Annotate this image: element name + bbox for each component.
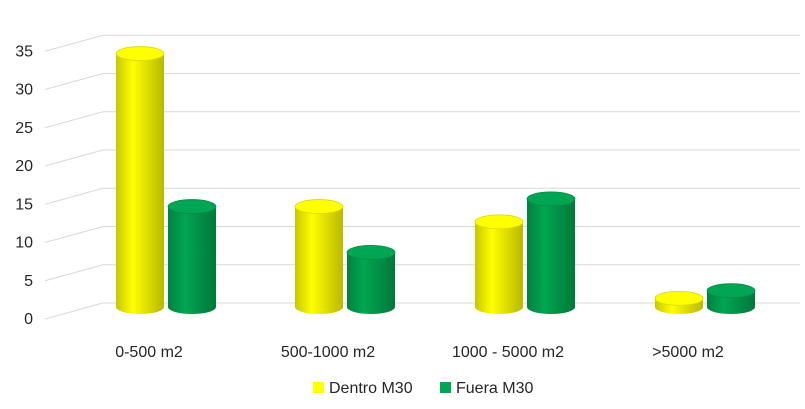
legend-label: Dentro M30	[329, 380, 413, 397]
bar-body	[295, 206, 343, 314]
bar-body	[347, 252, 395, 314]
bar-top	[526, 191, 576, 207]
gridline-depth	[44, 226, 104, 243]
y-tick-label: 15	[15, 196, 33, 213]
bar-top	[346, 245, 396, 260]
y-tick-label: 5	[24, 273, 33, 290]
bar-top	[706, 283, 756, 299]
bar-top	[115, 46, 165, 61]
bar-top	[474, 214, 524, 230]
y-tick-label: 20	[15, 158, 33, 175]
legend-swatch	[313, 382, 324, 393]
legend-swatch	[440, 382, 451, 393]
gridline-depth	[44, 111, 104, 129]
gridline-depth	[44, 73, 104, 90]
bar-body	[475, 221, 523, 314]
y-tick-label: 0	[24, 311, 33, 328]
bars	[115, 46, 756, 315]
x-category-label: 0-500 m2	[115, 344, 183, 361]
gridline-depth	[44, 302, 104, 320]
bar	[474, 214, 524, 314]
bar	[706, 283, 756, 314]
bar	[294, 199, 344, 314]
legend-label: Fuera M30	[456, 380, 533, 397]
bar-top	[654, 290, 704, 306]
x-axis-labels: 0-500 m2 500-1000 m2 1000 - 5000 m2 >5000 m…	[115, 344, 724, 361]
bar	[654, 290, 704, 314]
bar-top	[167, 199, 217, 214]
bar	[346, 245, 396, 314]
bar-top	[294, 199, 344, 214]
y-axis-ticks: 0 5 10 15 20 25 30 35	[15, 43, 33, 328]
gridline-depth	[44, 187, 104, 205]
gridline-depth	[44, 149, 104, 167]
x-category-label: >5000 m2	[652, 344, 724, 361]
bar	[115, 46, 165, 315]
y-tick-label: 10	[15, 235, 33, 252]
bar	[167, 199, 217, 314]
x-category-label: 500-1000 m2	[281, 344, 375, 361]
bar-body	[168, 206, 216, 314]
y-tick-label: 25	[15, 120, 33, 137]
bar-body	[116, 53, 164, 315]
bar	[526, 191, 576, 314]
y-tick-label: 35	[15, 43, 33, 60]
bar-body	[527, 198, 575, 314]
x-category-label: 1000 - 5000 m2	[452, 344, 564, 361]
legend: Dentro M30 Fuera M30	[313, 380, 533, 397]
gridline-depth	[44, 34, 104, 52]
gridline-depth	[44, 264, 104, 282]
y-tick-label: 30	[15, 82, 33, 99]
gridlines	[44, 34, 800, 320]
